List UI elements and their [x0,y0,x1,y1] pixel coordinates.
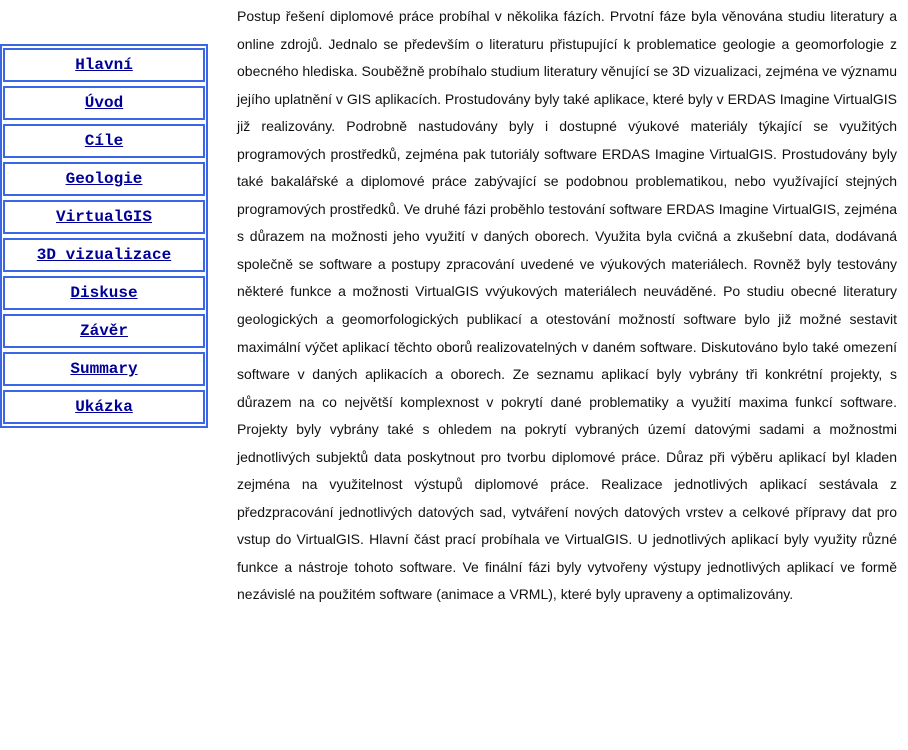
nav-link[interactable]: Závěr [3,314,205,348]
nav-link[interactable]: VirtualGIS [3,200,205,234]
nav-link[interactable]: Úvod [3,86,205,120]
nav-link[interactable]: Cíle [3,124,205,158]
nav-link[interactable]: Hlavní [3,48,205,82]
navigation-menu: Hlavní Úvod Cíle Geologie VirtualGIS 3D vizua… [0,44,208,428]
nav-link[interactable]: Diskuse [3,276,205,310]
nav-link[interactable]: 3D vizualizace [3,238,205,272]
body-paragraph: Postup řešení diplomové práce probíhal v… [237,8,897,603]
nav-link[interactable]: Summary [3,352,205,386]
nav-link[interactable]: Geologie [3,162,205,196]
nav-link[interactable]: Ukázka [3,390,205,424]
